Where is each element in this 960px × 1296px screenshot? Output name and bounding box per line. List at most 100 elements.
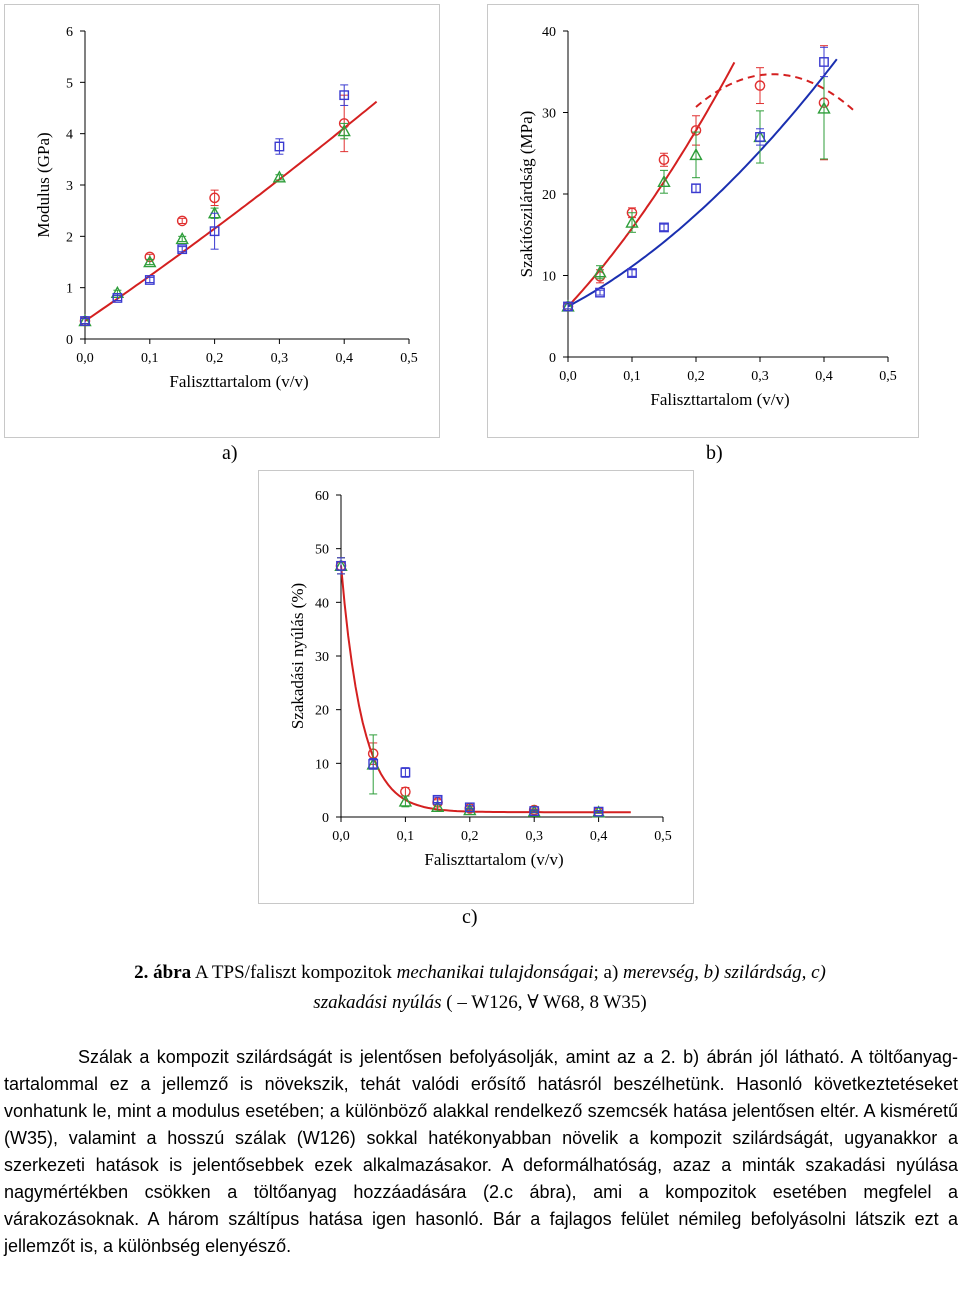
x-tick-label: 0,3 [525,829,543,844]
y-tick-label: 4 [66,128,73,143]
x-tick-label: 0,4 [335,351,353,366]
square-marker [368,758,379,769]
y-tick-label: 0 [549,351,556,366]
chart-b-svg: 0,0 0,1 0,2 0,3 0,4 0,5 0 10 20 30 40 Faliszttartal… [517,25,897,409]
y-axis-title: Modulus (GPa) [34,132,53,237]
circle-marker [658,154,670,166]
caption-part3: ; a) [593,962,624,983]
y-tick-label: 60 [315,489,329,504]
y-tick-label: 0 [322,811,329,826]
square-marker [595,287,605,298]
square-marker [274,141,285,152]
square-marker [336,560,346,571]
y-axis-title: Szakadási nyúlás (%) [288,583,307,729]
square-marker [339,90,350,101]
triangle-marker [591,805,606,818]
triangle-marker [175,231,189,245]
square-marker [819,57,829,67]
x-tick-label: 0,2 [687,369,705,384]
square-marker [80,316,90,326]
triangle-marker [657,174,671,187]
x-tick-label: 0,2 [461,829,479,844]
y-tick-label: 40 [315,596,329,611]
caption-part4: merevség, b) szilárdság, c) [623,962,826,983]
x-tick-label: 0,5 [400,351,418,366]
square-marker [112,293,123,303]
square-marker [627,268,637,278]
x-axis-title: Faliszttartalom (v/v) [650,390,789,409]
figure-caption: 2. ábra A TPS/faliszt kompozitok mechani… [20,958,940,1018]
square-marker [563,301,573,312]
x-tick-label: 0,0 [76,351,94,366]
triangle-marker [463,803,477,816]
caption-line2: szakadási nyúlás [313,992,442,1013]
x-tick-label: 0,1 [623,369,641,384]
square-marker [209,226,220,237]
x-tick-label: 0,4 [815,369,833,384]
fit-curve [84,100,378,322]
y-tick-label: 10 [542,270,556,285]
y-tick-label: 50 [315,543,329,558]
x-axis-title: Faliszttartalom (v/v) [169,372,308,391]
square-marker [691,183,701,194]
y-tick-label: 1 [66,282,73,297]
panel-label-c: c) [462,906,478,928]
y-tick-label: 2 [66,230,73,245]
circle-marker [209,192,220,204]
y-tick-label: 30 [315,650,329,665]
x-tick-label: 0,3 [751,369,769,384]
y-tick-label: 3 [66,179,73,194]
triangle-marker [337,124,351,137]
square-marker [659,222,669,233]
caption-prefix: 2. ábra [134,962,192,983]
figure-panel-a: 0,0 0,1 0,2 0,3 0,4 0,5 0 1 2 3 4 5 6 Faliszttartalom… [4,4,440,438]
circle-marker [176,215,188,227]
square-marker [400,767,411,778]
triangle-marker [689,147,703,161]
chart-c-svg: 0,0 0,1 0,2 0,3 0,4 0,5 0 10 20 30 40 50 60 Falisztta… [288,489,672,869]
panel-label-b: b) [706,442,723,464]
x-tick-label: 0,0 [332,829,350,844]
triangle-marker [398,794,413,807]
y-axis-title: Szakítószilárdság (MPa) [517,111,536,278]
triangle-marker [143,255,157,268]
body-text: Szálak a kompozit szilárdságát is jelent… [4,1047,958,1256]
fit-curve [695,73,857,114]
triangle-marker [272,170,287,183]
square-marker [593,806,604,817]
x-axis-title: Faliszttartalom (v/v) [424,850,563,869]
triangle-marker [593,265,607,278]
x-tick-label: 0,1 [141,351,159,366]
fit-curve [567,58,838,308]
circle-marker [754,80,766,91]
y-tick-label: 30 [542,107,556,122]
square-marker [432,794,443,805]
caption-legend: ( – W126, ∀ W68, 8 W35) [441,992,647,1013]
x-tick-label: 0,5 [879,369,897,384]
y-tick-label: 10 [315,757,329,772]
panel-label-a: a) [222,442,238,464]
x-tick-label: 0,3 [271,351,289,366]
y-tick-label: 0 [66,333,73,348]
triangle-marker [430,799,445,813]
figure-panel-c: 0,0 0,1 0,2 0,3 0,4 0,5 0 10 20 30 40 50 60 Falisztta… [258,470,694,904]
square-marker [144,275,155,285]
triangle-marker [625,215,639,228]
fit-curve [340,565,631,814]
triangle-marker [817,101,831,114]
y-tick-label: 5 [66,76,73,91]
y-tick-label: 20 [315,704,329,719]
x-tick-label: 0,2 [206,351,224,366]
fit-curve [567,61,736,308]
caption-part1: A TPS/faliszt kompozitok [191,962,397,983]
x-tick-label: 0,1 [397,829,415,844]
x-tick-label: 0,5 [654,829,672,844]
y-tick-label: 6 [66,25,73,40]
x-tick-label: 0,0 [559,369,577,384]
y-tick-label: 20 [542,188,556,203]
square-marker [529,806,540,816]
chart-a-svg: 0,0 0,1 0,2 0,3 0,4 0,5 0 1 2 3 4 5 6 Faliszttartalom… [34,25,418,391]
caption-part2: mechanikai tulajdonságai [396,962,594,983]
triangle-marker [527,804,541,817]
square-marker [464,802,475,813]
